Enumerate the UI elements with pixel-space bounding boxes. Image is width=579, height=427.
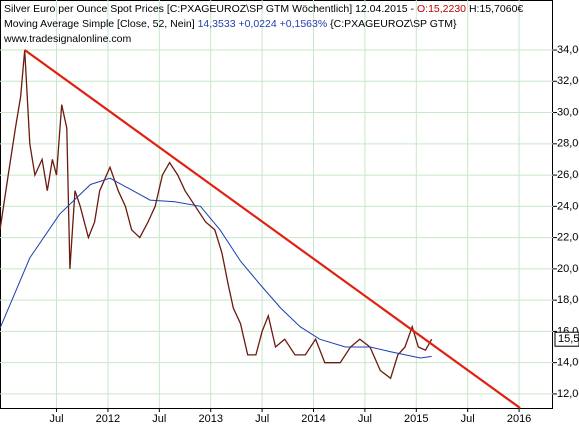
plot-area — [0, 0, 553, 409]
header-text: Moving Average Simple [Close, 52, Nein] — [4, 18, 198, 30]
header-line: Silver Euro per Ounce Spot Prices [C:PXA… — [4, 2, 523, 17]
x-tick-label: Jul — [461, 413, 475, 425]
x-tick-label: 2014 — [301, 413, 325, 425]
y-tick-label: 28,00 — [557, 138, 579, 150]
y-tick-label: 32,00 — [557, 75, 579, 87]
x-tick-label: 2012 — [96, 413, 120, 425]
x-tick-label: 2016 — [507, 413, 531, 425]
trend-line — [24, 49, 521, 409]
y-tick-label: 24,00 — [557, 200, 579, 212]
y-tick-label: 14,00 — [557, 357, 579, 369]
price-line — [0, 49, 433, 380]
header-url: www.tradesignalonline.com — [4, 33, 132, 45]
header-ma-values: 14,3533 +0,0224 +0,1563% — [197, 18, 328, 30]
x-tick-label: Jul — [152, 413, 166, 425]
x-tick-label: Jul — [50, 413, 64, 425]
header-symbol: {C:PXAGEUROZ\SP GTM} — [327, 18, 457, 30]
x-tick-label: 2015 — [404, 413, 428, 425]
y-tick-label: 18,00 — [557, 294, 579, 306]
x-tick-label: Jul — [358, 413, 372, 425]
y-tick-label: 20,00 — [557, 263, 579, 275]
header-line: www.tradesignalonline.com — [4, 32, 523, 47]
last-price-box — [554, 331, 579, 347]
header-open: O:15,2230 — [416, 3, 467, 15]
y-tick-label: 12,00 — [557, 388, 579, 400]
moving-average-line — [0, 177, 432, 359]
header-line: Moving Average Simple [Close, 52, Nein] … — [4, 17, 523, 32]
header-high: H:15,7060€ — [466, 3, 524, 15]
y-tick-label: 26,00 — [557, 169, 579, 181]
last-price-label: 15,5 — [558, 333, 579, 345]
x-tick-label: 2013 — [198, 413, 222, 425]
y-tick-label: 22,00 — [557, 232, 579, 244]
chart-header: Silver Euro per Ounce Spot Prices [C:PXA… — [4, 2, 523, 47]
y-tick-label: 34,00 — [557, 44, 579, 56]
x-tick-label: Jul — [255, 413, 269, 425]
header-text: Silver Euro per Ounce Spot Prices [C:PXA… — [4, 3, 417, 15]
y-tick-label: 30,00 — [557, 106, 579, 118]
